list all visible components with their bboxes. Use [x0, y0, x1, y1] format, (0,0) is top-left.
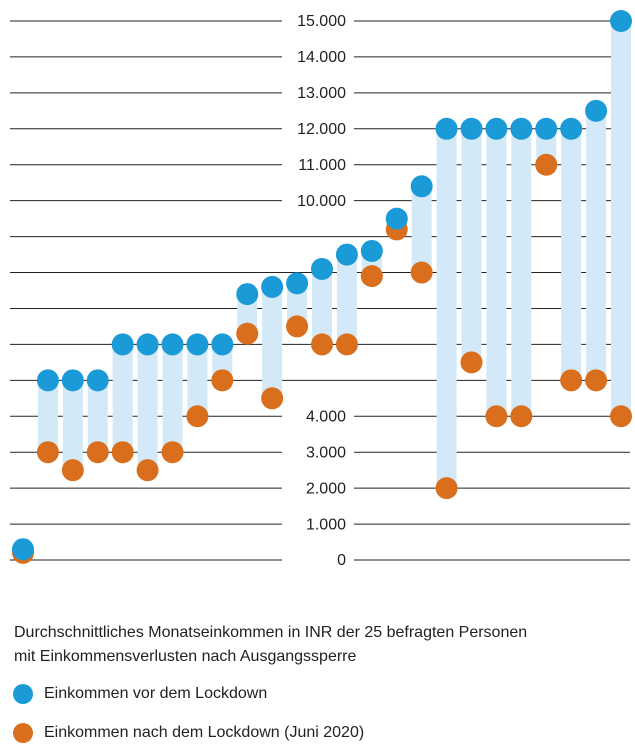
y-tick-label: 11.000: [298, 157, 346, 174]
dot: [112, 333, 134, 355]
range-bar: [163, 344, 183, 452]
dot: [236, 323, 258, 345]
dot: [62, 369, 84, 391]
y-tick-label: 0: [337, 552, 346, 569]
dot: [585, 369, 607, 391]
dot: [311, 333, 333, 355]
y-tick-label: 15.000: [297, 13, 346, 30]
range-bar: [262, 287, 282, 398]
range-bar: [412, 186, 432, 272]
legend-swatch: [13, 723, 33, 743]
dot: [236, 283, 258, 305]
dot: [162, 333, 184, 355]
dot: [137, 333, 159, 355]
dot: [585, 100, 607, 122]
y-tick-label: 2.000: [306, 480, 346, 497]
legend-label: Einkommen vor dem Lockdown: [44, 685, 267, 702]
range-bar: [113, 344, 133, 452]
dot: [211, 369, 233, 391]
y-tick-label: 14.000: [297, 49, 346, 66]
range-bar: [511, 129, 531, 416]
dot: [510, 118, 532, 140]
dot: [610, 10, 632, 32]
dot: [485, 405, 507, 427]
y-tick-label: 3.000: [306, 444, 346, 461]
dot: [336, 333, 358, 355]
dot: [535, 118, 557, 140]
dot: [286, 315, 308, 337]
dot: [610, 405, 632, 427]
y-tick-label: 1.000: [306, 516, 346, 533]
range-bar: [462, 129, 482, 363]
range-bar: [437, 129, 457, 488]
range-bar: [586, 111, 606, 381]
dot: [261, 276, 283, 298]
dot: [560, 369, 582, 391]
dot: [37, 369, 59, 391]
range-bar: [138, 344, 158, 470]
range-bar: [611, 21, 631, 416]
dot: [137, 459, 159, 481]
dot: [186, 405, 208, 427]
dot: [361, 240, 383, 262]
dot: [361, 265, 383, 287]
range-bar: [486, 129, 506, 416]
dot: [62, 459, 84, 481]
dot: [286, 272, 308, 294]
range-bar: [63, 380, 83, 470]
dot: [37, 441, 59, 463]
dot: [411, 262, 433, 284]
range-bar: [337, 255, 357, 345]
y-tick-label: 4.000: [306, 408, 346, 425]
dot: [336, 244, 358, 266]
dot: [510, 405, 532, 427]
dot: [485, 118, 507, 140]
range-bar: [561, 129, 581, 381]
dot: [461, 351, 483, 373]
dot: [261, 387, 283, 409]
dot: [87, 369, 109, 391]
chart: 0 1.000 2.000 3.000 4.000 10.000 11.000 12.000 1…: [0, 0, 635, 747]
dot: [560, 118, 582, 140]
dot: [311, 258, 333, 280]
y-tick-label: 13.000: [297, 85, 346, 102]
dot: [12, 538, 34, 560]
y-tick-label: 10.000: [297, 193, 346, 210]
dot: [386, 208, 408, 230]
y-tick-label: 12.000: [297, 121, 346, 138]
legend-label: Einkommen nach dem Lockdown (Juni 2020): [44, 724, 364, 741]
dot: [411, 175, 433, 197]
caption: Durchschnittliches Monatseinkommen in IN…: [14, 624, 527, 641]
dot: [535, 154, 557, 176]
dot: [461, 118, 483, 140]
dot: [436, 477, 458, 499]
legend-swatch: [13, 684, 33, 704]
range-bar: [312, 269, 332, 344]
dot: [436, 118, 458, 140]
dot: [112, 441, 134, 463]
dot: [162, 441, 184, 463]
caption: mit Einkommensverlusten nach Ausgangsspe…: [14, 648, 356, 665]
dot: [87, 441, 109, 463]
dot: [211, 333, 233, 355]
dot: [186, 333, 208, 355]
